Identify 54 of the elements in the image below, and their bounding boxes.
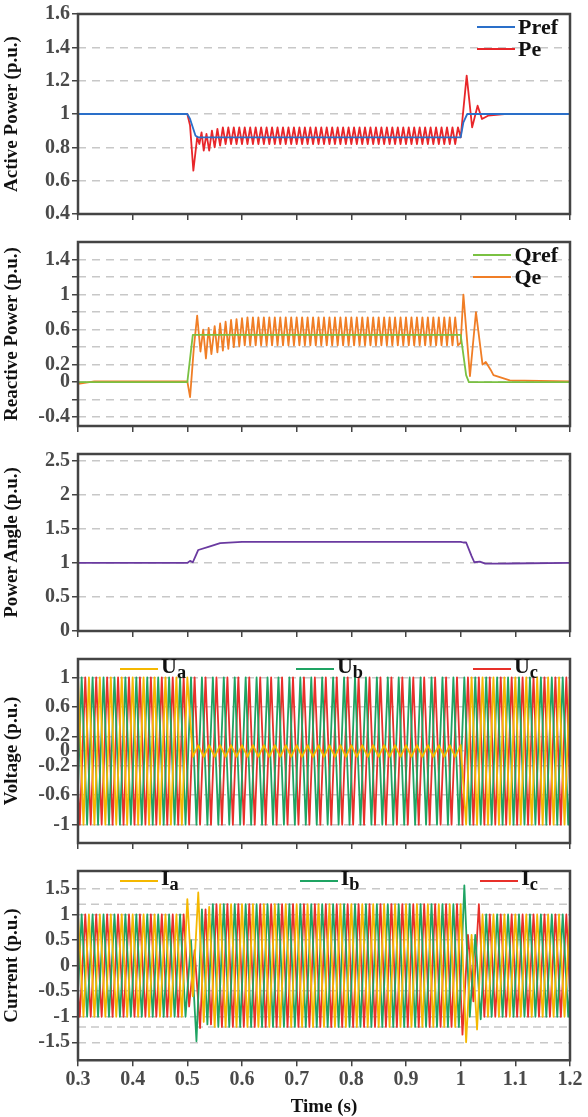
legend-label: I$_{a}$ bbox=[161, 864, 179, 896]
legend-label: I$_{c}$ bbox=[521, 864, 538, 896]
legend-label: Qe bbox=[514, 264, 542, 289]
y-tick-label: 0 bbox=[60, 618, 70, 641]
legend-label: Pref bbox=[518, 14, 558, 39]
y-tick-label: 1.2 bbox=[45, 67, 70, 90]
x-tick-label: 1.1 bbox=[502, 1067, 528, 1090]
y-tick-label: 1.4 bbox=[45, 246, 70, 269]
y-tick-label: 1 bbox=[60, 101, 70, 124]
y-tick-label: 2.5 bbox=[45, 447, 70, 470]
x-tick-label: 1 bbox=[455, 1067, 466, 1090]
x-tick-label: 0.4 bbox=[120, 1067, 146, 1090]
y-axis-title: Power Angle (p.u.) bbox=[0, 467, 23, 618]
y-tick-label: 0.5 bbox=[45, 584, 70, 607]
y-tick-label: -1.5 bbox=[38, 1029, 70, 1052]
y-axis-title: Active Power (p.u.) bbox=[0, 36, 23, 192]
y-tick-label: 1 bbox=[60, 550, 70, 573]
y-tick-label: 0.6 bbox=[45, 167, 70, 190]
y-tick-label: -1 bbox=[53, 811, 70, 834]
y-tick-label: 1.5 bbox=[45, 876, 70, 899]
y-tick-label: -0.4 bbox=[38, 404, 70, 427]
legend-label: U$_{a}$ bbox=[161, 652, 187, 684]
y-tick-label: 0.6 bbox=[45, 694, 70, 717]
y-tick-label: 1.6 bbox=[45, 1, 70, 24]
y-tick-label: 1.5 bbox=[45, 516, 70, 539]
y-tick-label: 1.4 bbox=[45, 34, 70, 57]
y-axis-title: Current (p.u.) bbox=[0, 908, 23, 1023]
y-tick-label: 1 bbox=[60, 281, 70, 304]
y-tick-label: 1 bbox=[60, 664, 70, 687]
x-tick-label: 0.7 bbox=[284, 1067, 310, 1090]
legend-label: U$_{b}$ bbox=[336, 652, 364, 684]
y-tick-label: 0.6 bbox=[45, 316, 70, 339]
y-tick-label: -0.6 bbox=[38, 782, 70, 805]
x-tick-label: 0.5 bbox=[174, 1067, 200, 1090]
y-tick-label: -0.5 bbox=[38, 978, 70, 1001]
x-tick-label: 0.8 bbox=[338, 1067, 364, 1090]
y-tick-label: 0 bbox=[60, 952, 70, 975]
y-tick-label: 1 bbox=[60, 901, 70, 924]
y-tick-label: 0.5 bbox=[45, 927, 70, 950]
y-tick-label: -1 bbox=[53, 1003, 70, 1026]
legend-label: Qref bbox=[514, 242, 558, 267]
legend-label: Pe bbox=[518, 36, 542, 61]
y-axis-title: Voltage (p.u.) bbox=[0, 696, 23, 806]
x-tick-label: 1.2 bbox=[557, 1067, 583, 1090]
x-tick-label: 0.6 bbox=[229, 1067, 255, 1090]
x-tick-label: 0.3 bbox=[65, 1067, 91, 1090]
y-tick-label: 0.4 bbox=[45, 201, 70, 224]
x-tick-label: 0.9 bbox=[393, 1067, 419, 1090]
y-axis-title: Reactive Power (p.u.) bbox=[0, 247, 23, 421]
y-tick-label: 0.8 bbox=[45, 134, 70, 157]
y-tick-label: 2 bbox=[60, 482, 70, 505]
x-axis-title: Time (s) bbox=[290, 1094, 358, 1117]
legend-label: U$_{c}$ bbox=[513, 652, 538, 684]
legend-label: I$_{b}$ bbox=[340, 864, 360, 896]
